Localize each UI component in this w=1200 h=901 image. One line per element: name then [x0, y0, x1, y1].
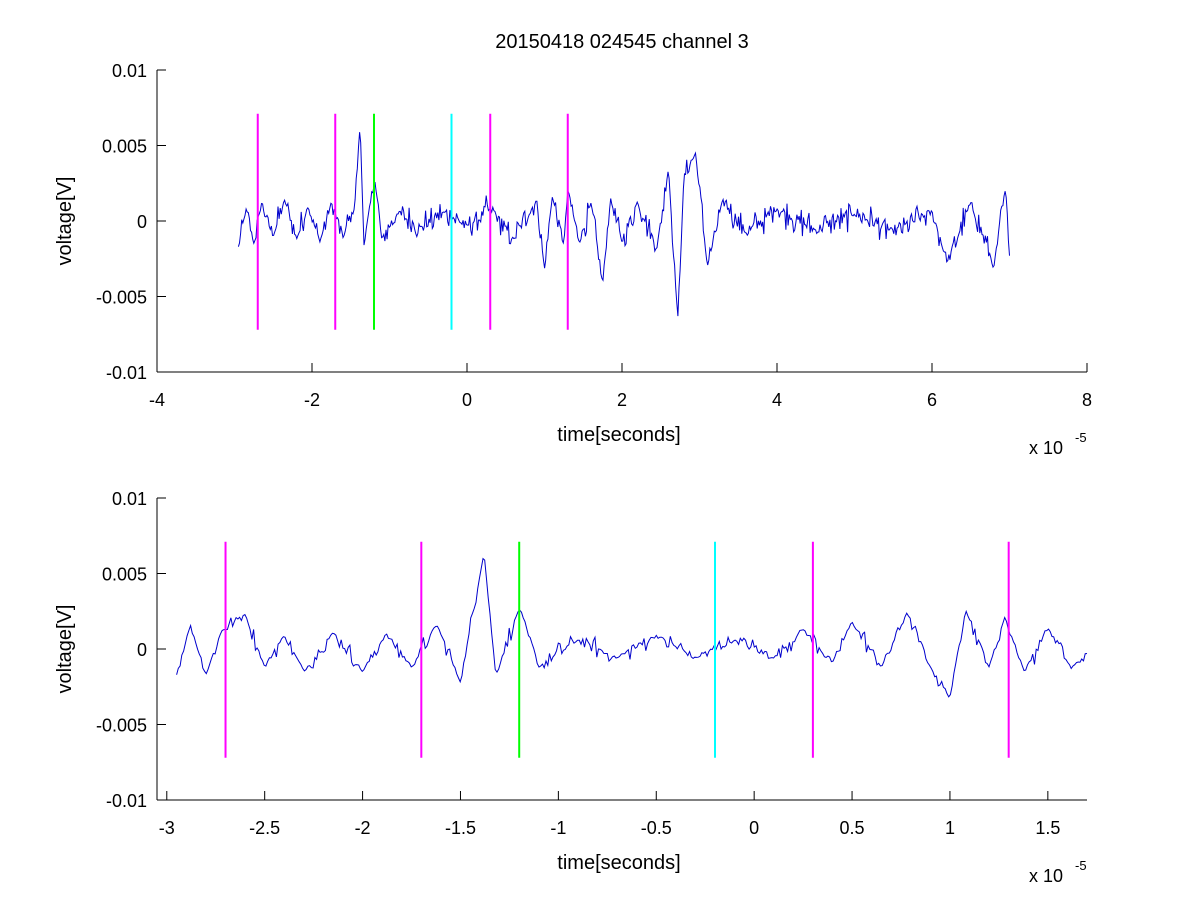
y-tick-label: -0.01	[106, 363, 147, 383]
x-axis-label: time[seconds]	[557, 852, 680, 874]
x-tick-label: 4	[772, 390, 782, 410]
x-tick-label: 1	[945, 818, 955, 838]
x-tick-label: -4	[149, 390, 165, 410]
bottom-chart-panel: 0.01 0.005 0 -0.005 -0.01 -3 -2.5 -2 -1.5 -1 -0.5 0…	[54, 489, 1088, 886]
x-tick-label: 8	[1082, 390, 1092, 410]
y-tick-label: 0.01	[112, 61, 147, 81]
x-tick-label: -2	[355, 818, 371, 838]
top-chart-panel: 0.01 0.005 0 -0.005 -0.01-4 -2 0 2 4 6 8 time[secon…	[54, 61, 1092, 458]
y-tick-label: -0.005	[96, 716, 147, 736]
x-tick-label: -2	[304, 390, 320, 410]
x-tick-label: -1	[550, 818, 566, 838]
y-tick-label: 0.01	[112, 489, 147, 509]
x-tick-label: 1.5	[1035, 818, 1060, 838]
y-axis-label: voltage[V]	[54, 605, 76, 694]
x-tick-label: 0	[749, 818, 759, 838]
x-axis-label: time[seconds]	[557, 424, 680, 446]
x-tick-label: -0.5	[641, 818, 672, 838]
x-exponent-label: x 10	[1029, 438, 1063, 458]
chart-title: 20150418 024545 channel 3	[495, 31, 749, 53]
x-exponent-power: -5	[1075, 858, 1087, 873]
y-tick-label: 0	[137, 212, 147, 232]
x-tick-label: 0	[462, 390, 472, 410]
y-tick-label: -0.005	[96, 288, 147, 308]
x-tick-label: 2	[617, 390, 627, 410]
x-exponent-label: x 10	[1029, 866, 1063, 886]
voltage-series-line	[237, 132, 1010, 317]
y-tick-label: 0.005	[102, 137, 147, 157]
x-tick-label: 6	[927, 390, 937, 410]
y-axis-label: voltage[V]	[54, 177, 76, 266]
x-exponent-power: -5	[1075, 430, 1087, 445]
x-tick-label: 0.5	[840, 818, 865, 838]
y-tick-label: 0	[137, 640, 147, 660]
voltage-series-line	[176, 557, 1088, 698]
x-tick-label: -1.5	[445, 818, 476, 838]
x-tick-label: -2.5	[249, 818, 280, 838]
y-tick-label: 0.005	[102, 565, 147, 585]
x-tick-label: -3	[159, 818, 175, 838]
y-tick-label: -0.01	[106, 791, 147, 811]
